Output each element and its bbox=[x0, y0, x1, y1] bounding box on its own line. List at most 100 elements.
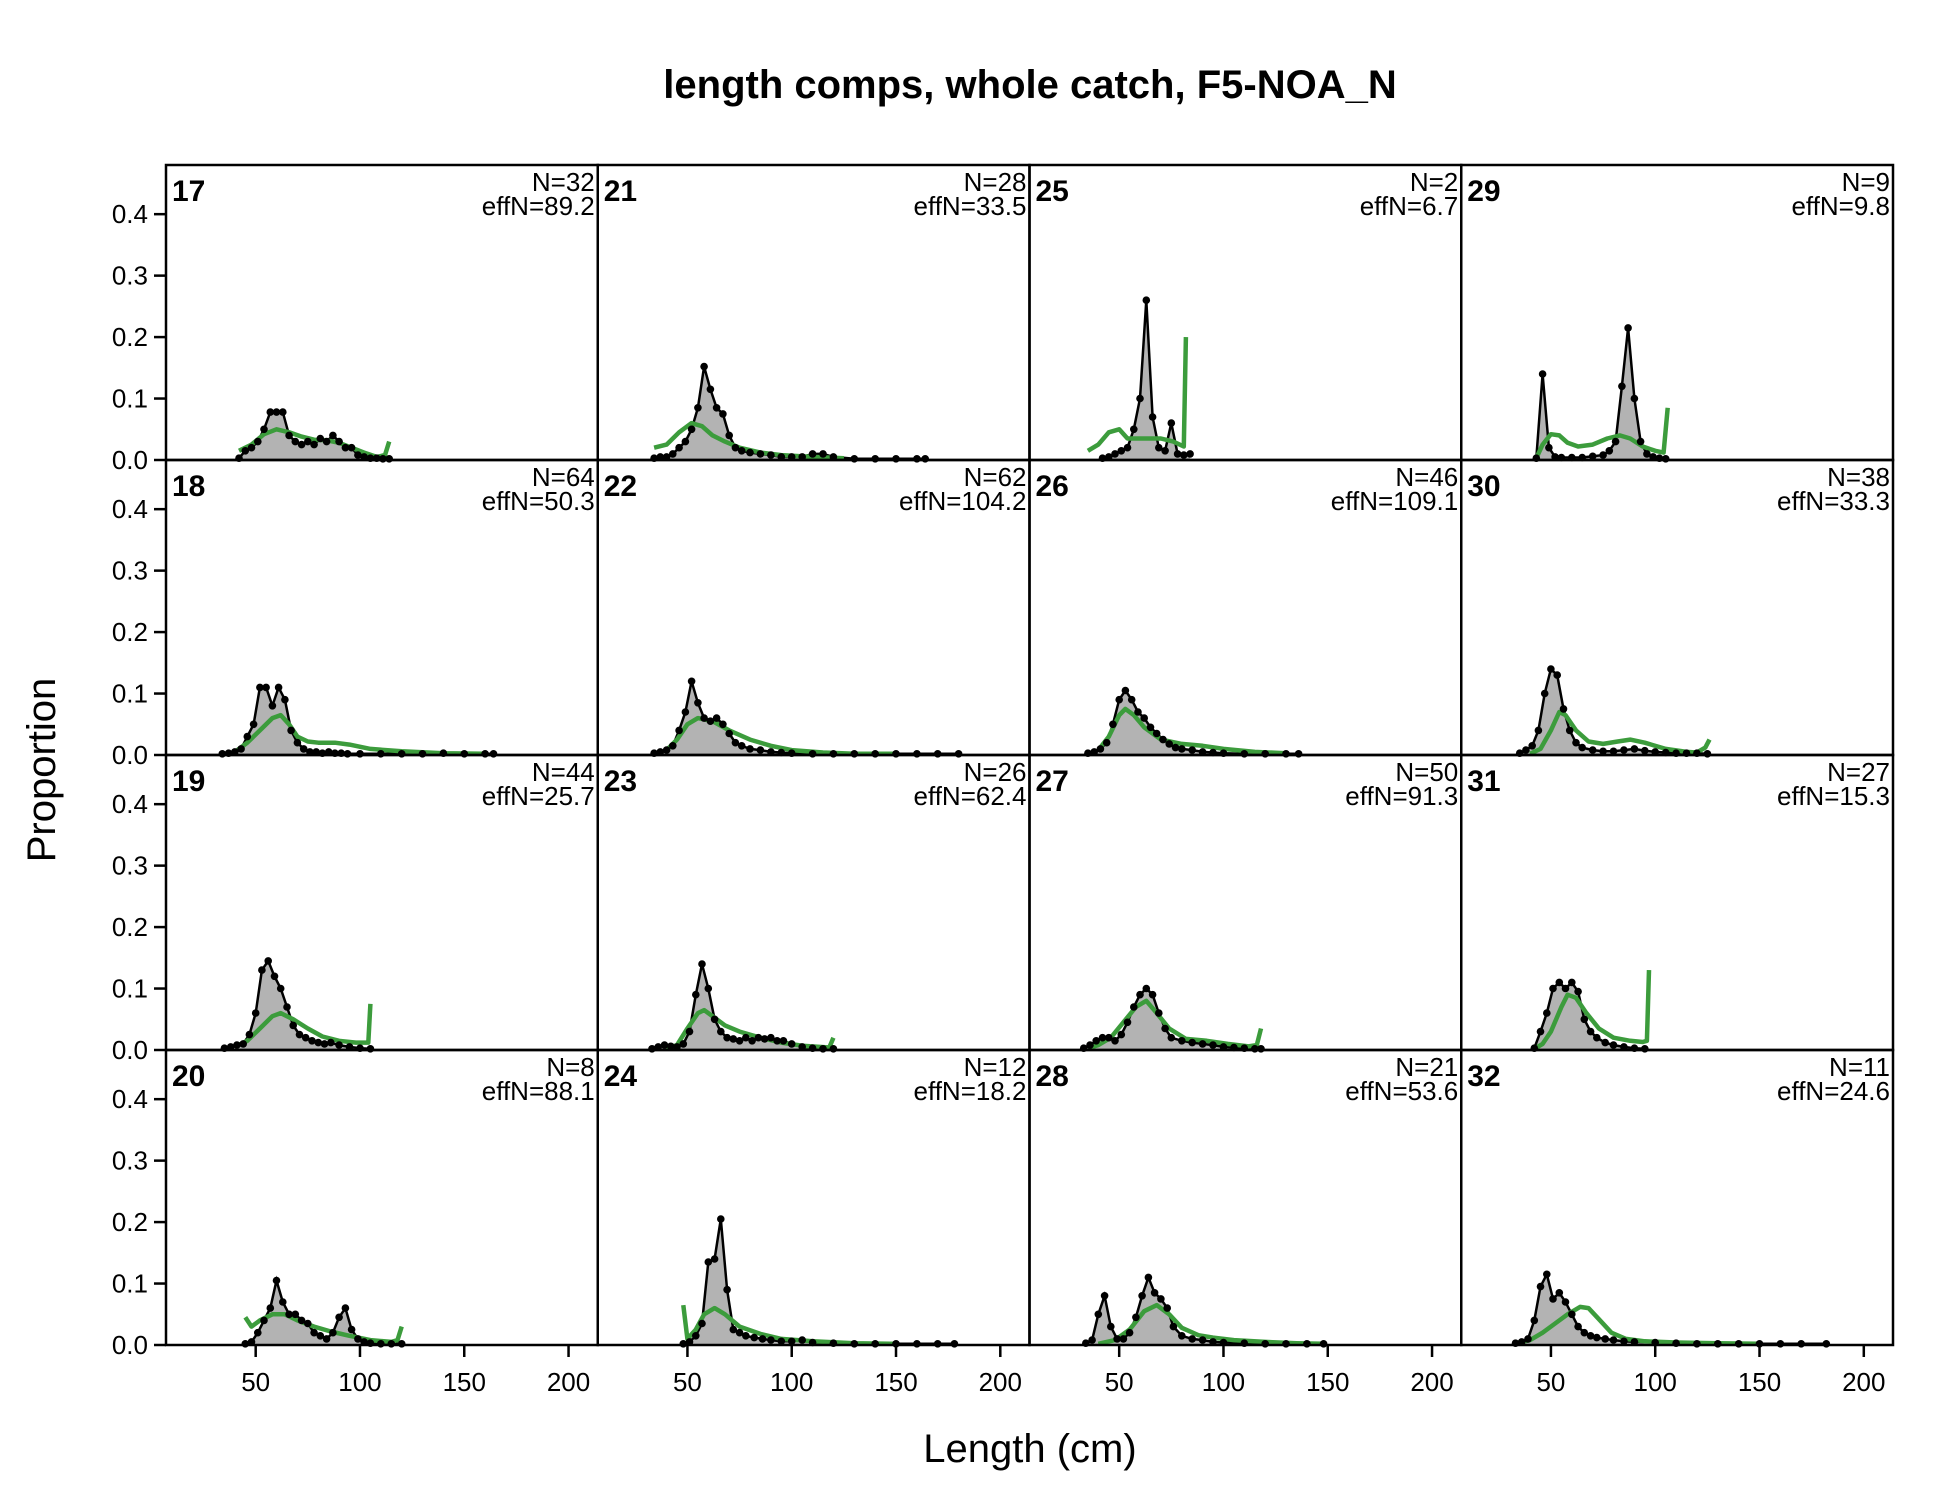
observed-point bbox=[1180, 451, 1188, 459]
observed-point bbox=[1130, 1003, 1138, 1011]
observed-point bbox=[1198, 1336, 1207, 1344]
observed-point bbox=[735, 1328, 744, 1337]
observed-point bbox=[354, 451, 362, 459]
observed-point bbox=[1559, 705, 1568, 713]
observed-point bbox=[685, 1027, 694, 1036]
observed-point bbox=[279, 408, 287, 416]
y-tick-label: 0.1 bbox=[112, 974, 148, 1004]
observed-point bbox=[1163, 1304, 1171, 1312]
observed-point bbox=[1588, 746, 1597, 754]
observed-point bbox=[1565, 726, 1574, 735]
sample-size-label: N=64 bbox=[532, 462, 595, 492]
observed-point bbox=[1123, 1018, 1132, 1027]
observed-point bbox=[692, 1332, 700, 1340]
observed-point bbox=[1146, 723, 1155, 732]
observed-point bbox=[756, 746, 765, 754]
x-tick-label: 50 bbox=[241, 1367, 270, 1397]
observed-point bbox=[767, 1033, 775, 1042]
expected-line bbox=[1534, 407, 1670, 460]
observed-point bbox=[712, 404, 721, 412]
observed-point bbox=[760, 1035, 769, 1043]
observed-point bbox=[1209, 1041, 1217, 1049]
sample-size-label: N=26 bbox=[964, 757, 1027, 787]
observed-point bbox=[1167, 1033, 1176, 1042]
observed-point bbox=[285, 1310, 293, 1319]
observed-point bbox=[1132, 1313, 1140, 1322]
observed-point bbox=[1111, 1037, 1119, 1045]
observed-point bbox=[1555, 1289, 1564, 1297]
observed-point bbox=[1609, 1336, 1618, 1344]
observed-point bbox=[1117, 1030, 1126, 1039]
observed-point bbox=[1599, 451, 1607, 459]
observed-point bbox=[1605, 447, 1614, 455]
effective-n-label: effN=62.4 bbox=[913, 781, 1026, 811]
observed-point bbox=[1178, 1037, 1186, 1045]
expected-line bbox=[1529, 709, 1712, 756]
expected-line bbox=[1533, 970, 1652, 1051]
observed-point bbox=[698, 960, 706, 968]
observed-point bbox=[725, 729, 733, 738]
expected-line bbox=[681, 1304, 897, 1347]
observed-point bbox=[335, 1313, 343, 1322]
y-tick-label: 0.2 bbox=[112, 912, 148, 942]
observed-point bbox=[1534, 726, 1543, 735]
observed-point bbox=[742, 1332, 750, 1340]
effective-n-label: effN=53.6 bbox=[1345, 1076, 1458, 1106]
observed-point bbox=[1580, 1015, 1589, 1024]
observed-point bbox=[1088, 1336, 1096, 1344]
observed-point bbox=[1152, 729, 1161, 738]
observed-point bbox=[1188, 1335, 1196, 1343]
observed-point bbox=[335, 1041, 343, 1049]
observed-point bbox=[1553, 671, 1561, 679]
panel-year-label: 28 bbox=[1036, 1060, 1069, 1093]
observed-point bbox=[700, 714, 708, 722]
effective-n-label: effN=25.7 bbox=[482, 781, 595, 811]
observed-point bbox=[1549, 984, 1557, 993]
panel-year-label: 26 bbox=[1036, 470, 1069, 503]
observed-point bbox=[681, 437, 690, 446]
observed-point bbox=[347, 443, 356, 452]
observed-point bbox=[675, 726, 683, 735]
observed-point bbox=[251, 1009, 260, 1017]
effective-n-label: effN=109.1 bbox=[1331, 486, 1458, 516]
effective-n-label: effN=24.6 bbox=[1777, 1076, 1890, 1106]
observed-point bbox=[256, 683, 264, 692]
expected-line bbox=[233, 712, 486, 757]
observed-point bbox=[694, 404, 702, 412]
observed-point bbox=[1102, 738, 1111, 747]
observed-point bbox=[253, 437, 262, 446]
observed-point bbox=[1620, 1337, 1628, 1346]
observed-point bbox=[260, 1316, 268, 1325]
observed-point bbox=[1161, 1024, 1169, 1033]
observed-point bbox=[1113, 1335, 1121, 1343]
observed-point bbox=[746, 448, 754, 457]
observed-point bbox=[1601, 1038, 1609, 1047]
effective-n-label: effN=9.8 bbox=[1791, 191, 1890, 221]
observed-point bbox=[1159, 735, 1167, 744]
observed-point bbox=[297, 440, 306, 449]
observed-point bbox=[694, 699, 702, 707]
observed-point bbox=[1540, 689, 1549, 698]
observed-point bbox=[1580, 1328, 1589, 1337]
x-tick-label: 200 bbox=[1842, 1367, 1885, 1397]
observed-area bbox=[652, 964, 834, 1050]
observed-point bbox=[735, 1037, 744, 1045]
observed-point bbox=[247, 443, 256, 452]
observed-point bbox=[272, 408, 281, 416]
observed-point bbox=[281, 695, 289, 704]
observed-point bbox=[1148, 413, 1157, 421]
chart-title: length comps, whole catch, F5-NOA_N bbox=[663, 63, 1396, 107]
observed-point bbox=[798, 1336, 806, 1344]
observed-area bbox=[1087, 690, 1299, 755]
observed-point bbox=[1636, 437, 1645, 446]
observed-point bbox=[1098, 1033, 1107, 1042]
y-tick-label: 0.3 bbox=[112, 1146, 148, 1176]
observed-point bbox=[304, 437, 312, 446]
effective-n-label: effN=50.3 bbox=[482, 486, 595, 516]
observed-point bbox=[287, 726, 295, 735]
observed-point bbox=[1142, 984, 1151, 993]
observed-point bbox=[706, 385, 715, 394]
observed-point bbox=[1543, 1270, 1551, 1279]
observed-area bbox=[654, 366, 926, 460]
